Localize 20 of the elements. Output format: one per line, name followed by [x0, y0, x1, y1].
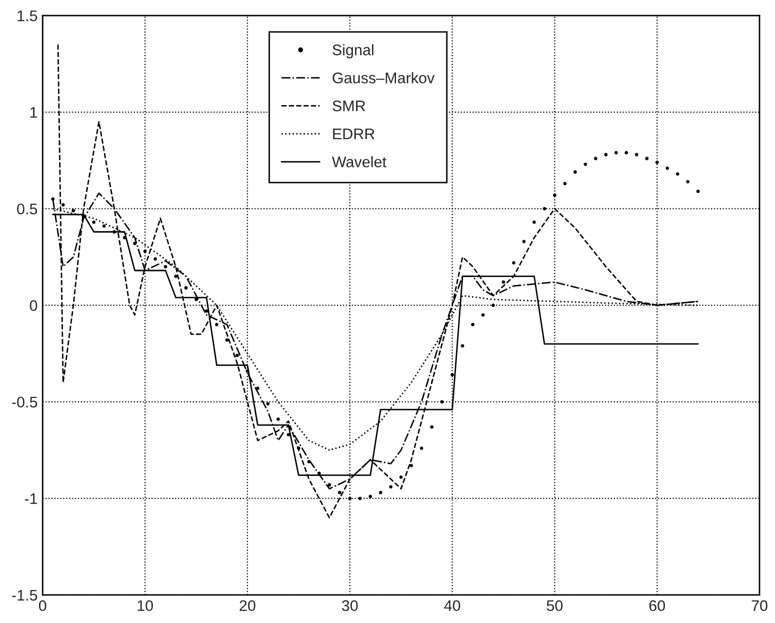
x-tick-label: 40	[444, 600, 460, 612]
x-tick-label: 10	[138, 600, 153, 612]
legend-label: Wavelet	[332, 156, 386, 168]
y-tick-label: 1	[30, 107, 38, 118]
x-tick-label: 70	[752, 600, 768, 612]
y-tick-label: -1.5	[12, 590, 38, 601]
legend-label: Signal	[332, 44, 374, 58]
y-tick-label: 1.5	[18, 10, 38, 22]
legend-label: SMR	[332, 100, 366, 112]
y-tick-label: 0.5	[17, 204, 38, 214]
x-tick-label: 0	[38, 600, 46, 612]
y-tick-label: 0	[30, 300, 38, 311]
x-tick-label: 50	[546, 600, 563, 612]
x-tick-label: 30	[342, 600, 358, 612]
x-tick-label: 60	[649, 600, 665, 612]
y-tick-label: -0.5	[12, 396, 38, 408]
legend-label: EDRR	[333, 128, 374, 140]
y-tick-label: -1	[24, 493, 38, 504]
x-tick-label: 20	[240, 600, 256, 612]
legend-label: Gauss–Markov	[332, 72, 435, 84]
